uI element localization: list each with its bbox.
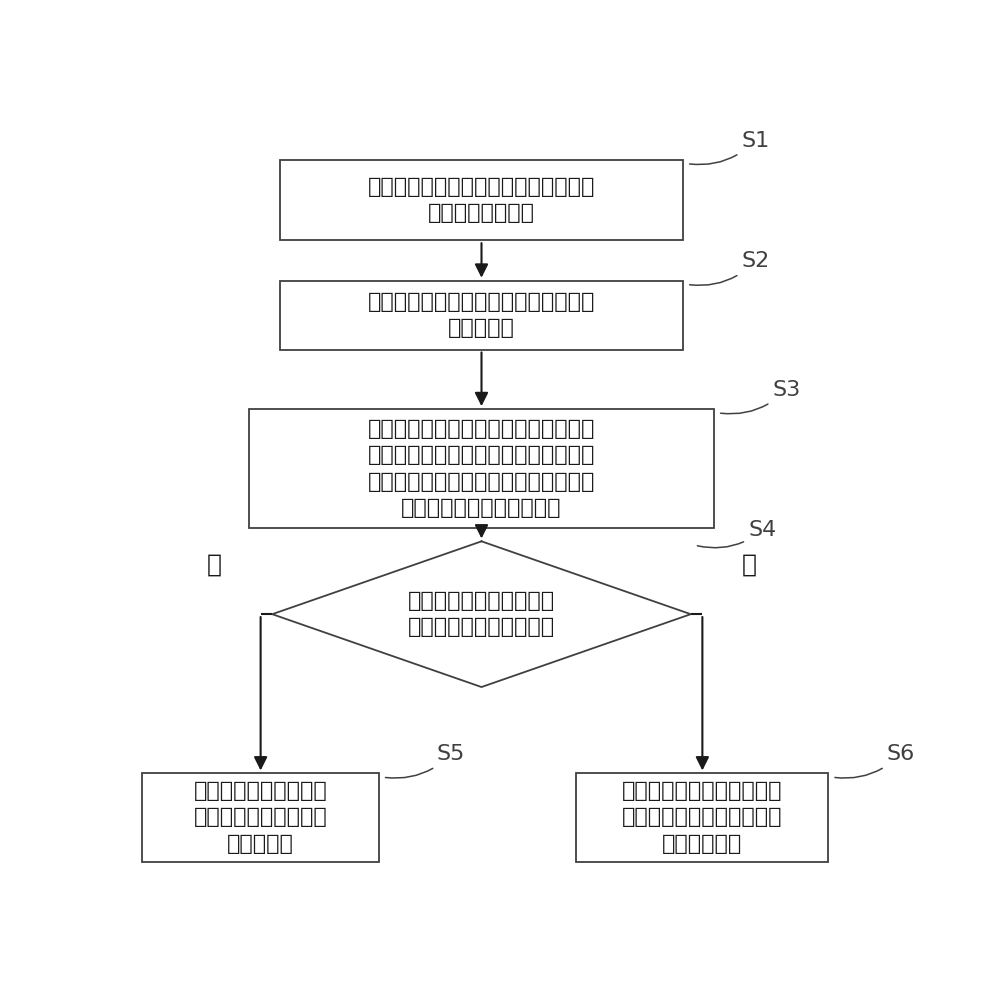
Bar (280, 159, 683, 240)
Text: S4: S4 (697, 520, 777, 548)
Bar (142, 773, 379, 862)
Text: 否: 否 (207, 553, 222, 577)
Bar (576, 773, 828, 862)
Text: S1: S1 (690, 130, 769, 164)
Text: 判断本周波内异常采样点
的数量是否超过设定标准: 判断本周波内异常采样点 的数量是否超过设定标准 (408, 591, 555, 637)
Text: 是: 是 (741, 553, 756, 577)
Bar (280, 281, 683, 350)
Text: S2: S2 (690, 251, 769, 285)
Text: 判定本周波波形幅值计算无
效，并触发相关保护逻辑做
本次轮空处理: 判定本周波波形幅值计算无 效，并触发相关保护逻辑做 本次轮空处理 (622, 781, 783, 854)
Bar (249, 409, 714, 528)
Text: 将本周波数据窗内的所有原始采样点瞬
时值分别与异常点门槛值进行比较，若
某采样点瞬时值超过异常点门槛值，则
判断该采样点为异常采样点: 将本周波数据窗内的所有原始采样点瞬 时值分别与异常点门槛值进行比较，若 某采样点… (368, 419, 595, 518)
Text: S5: S5 (385, 744, 465, 778)
Text: S6: S6 (835, 744, 915, 778)
Text: S3: S3 (721, 379, 800, 413)
Text: 根据波形幅值，确定本周波数据窗内异
常点门槛值: 根据波形幅值，确定本周波数据窗内异 常点门槛值 (368, 292, 595, 339)
Text: 对各异常采样点值进行
修正，并对波形幅值进
行重新计算: 对各异常采样点值进行 修正，并对波形幅值进 行重新计算 (194, 781, 328, 854)
Text: 基于一个周波的原始采样点瞬时值数据
窗，计算波形幅值: 基于一个周波的原始采样点瞬时值数据 窗，计算波形幅值 (368, 177, 595, 223)
